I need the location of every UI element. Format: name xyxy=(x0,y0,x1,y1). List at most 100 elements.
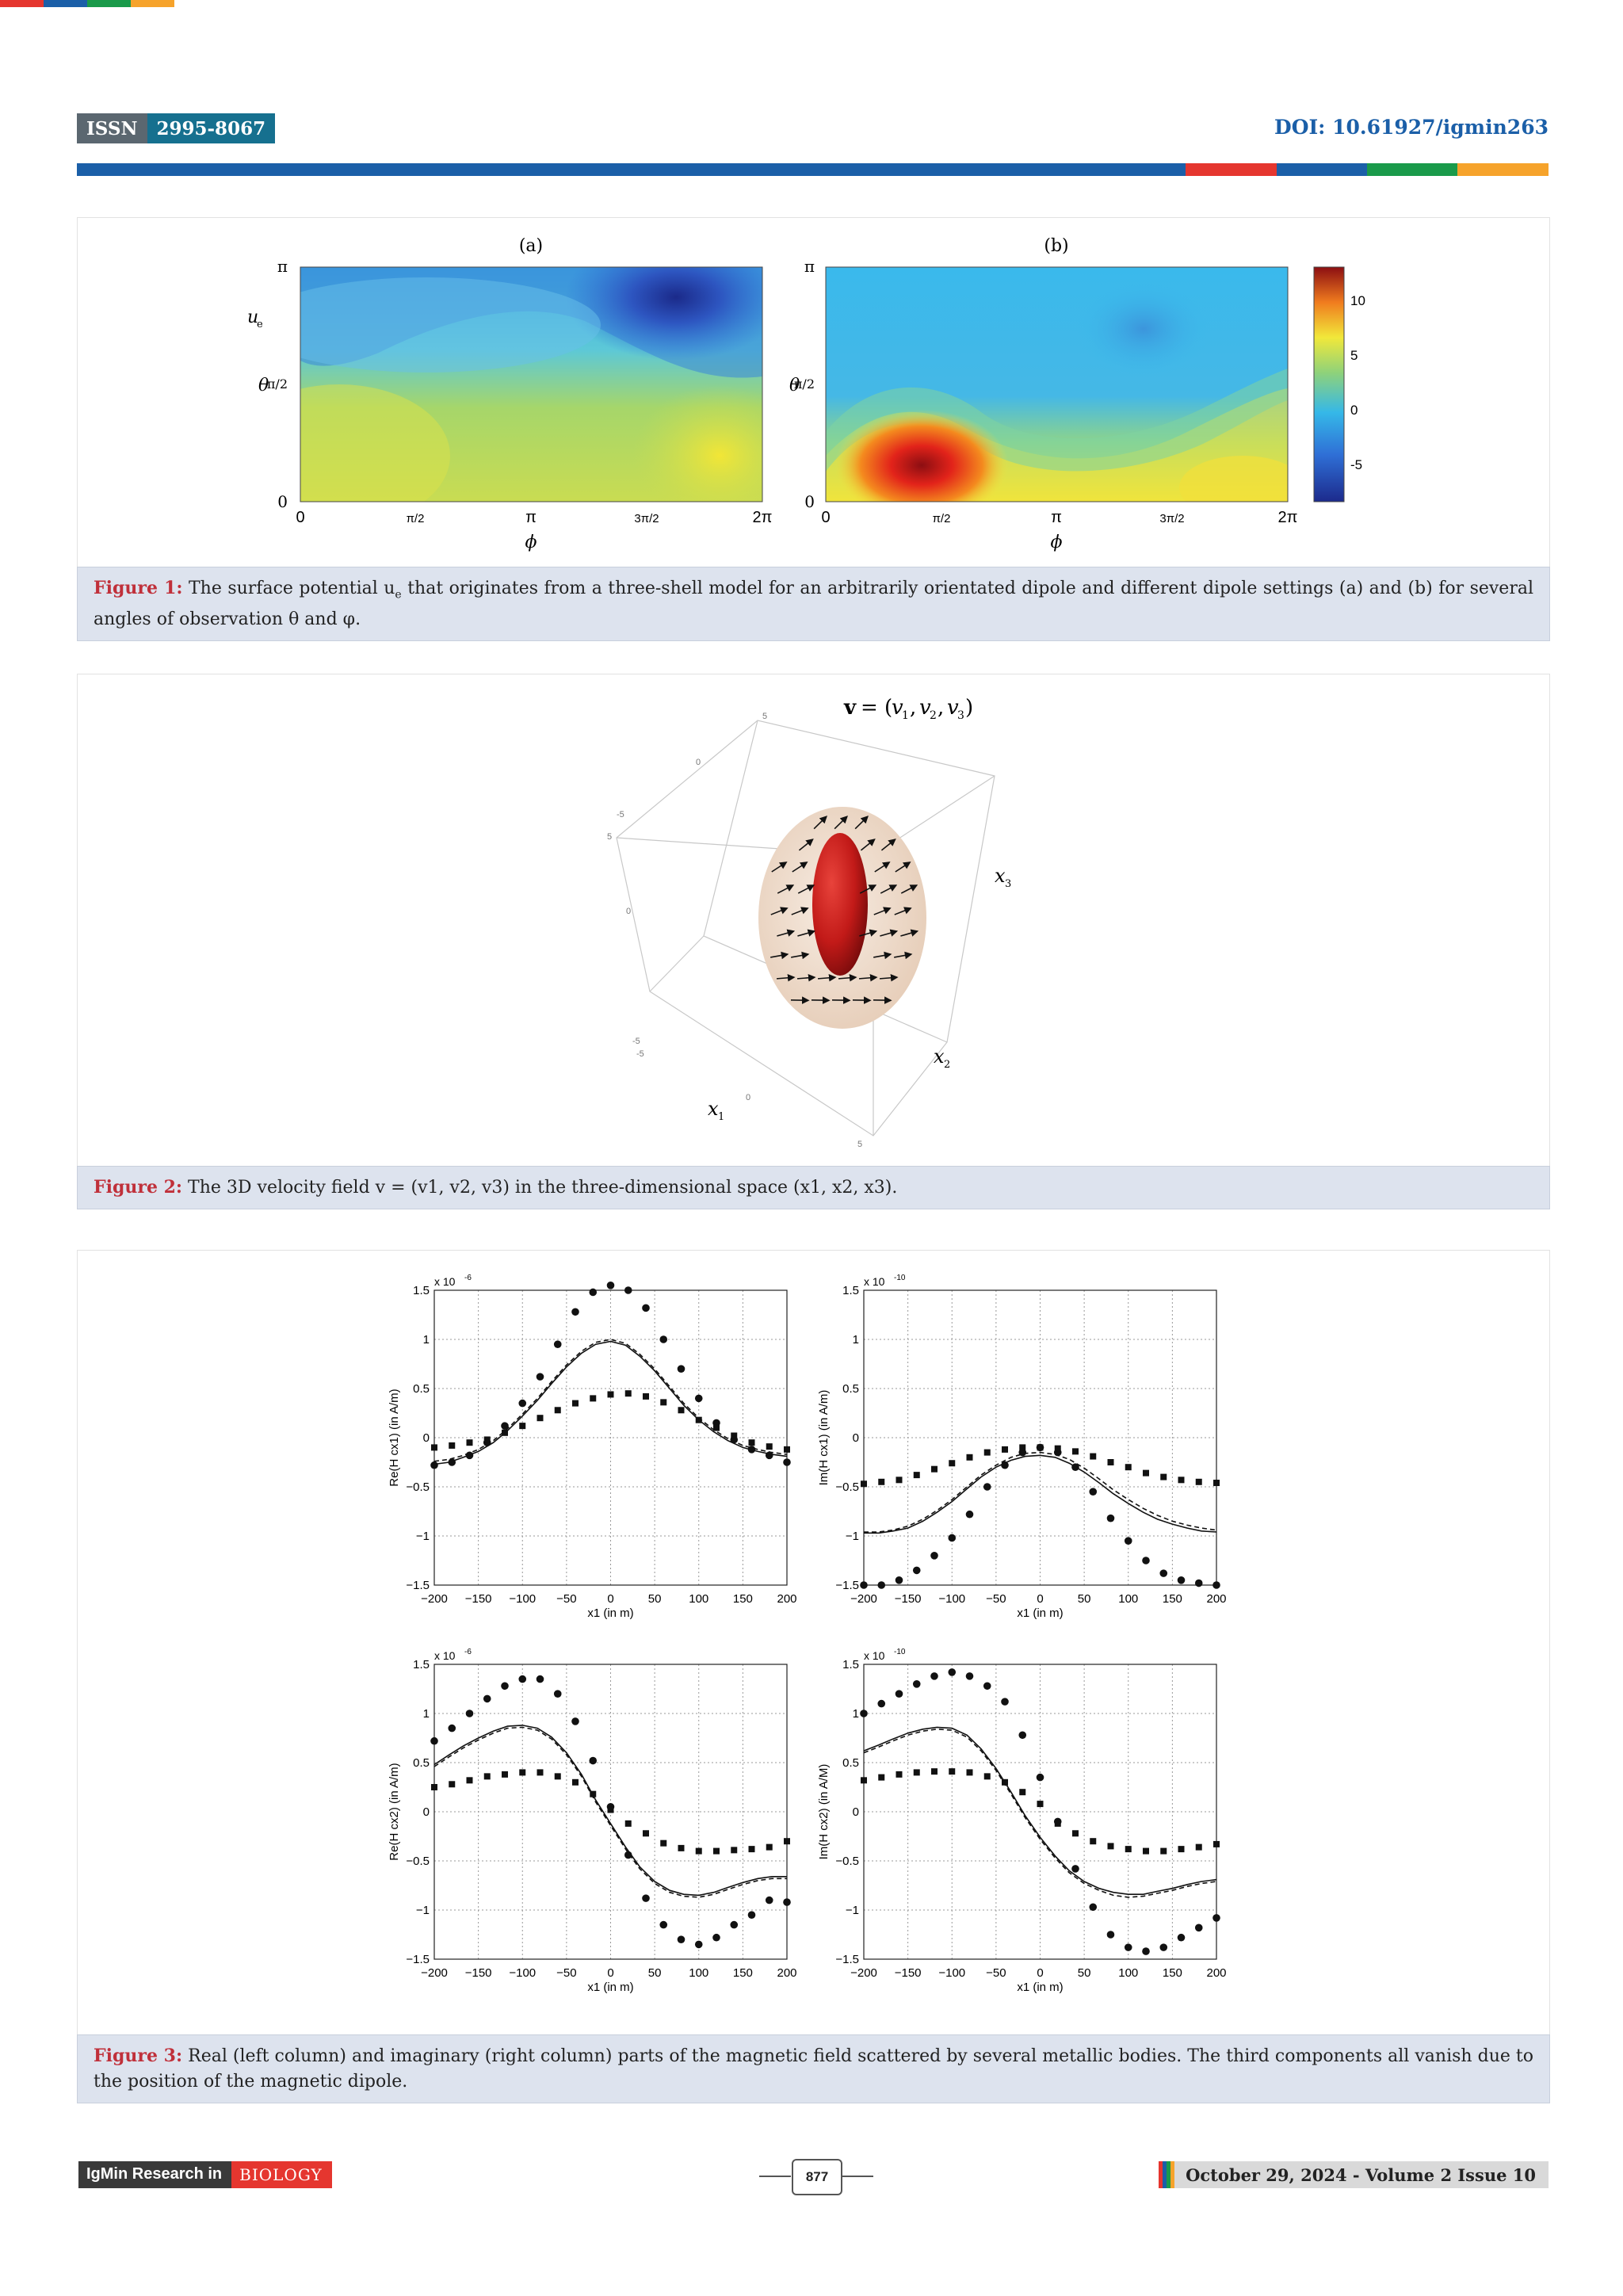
data-point-circle xyxy=(1001,1698,1009,1706)
data-point-square xyxy=(1002,1778,1008,1786)
data-point-circle xyxy=(694,1940,703,1949)
footer-date-text: October 29, 2024 - Volume 2 Issue 10 xyxy=(1186,2164,1536,2185)
data-point-square xyxy=(1037,1444,1044,1451)
fig3-chart-2: −200 −150 −100 −50 0 50 100 150 200 1.5 1 0.5 0 −0.5 −… xyxy=(817,1274,1227,1620)
fig1-b-xtick-1: π/2 xyxy=(933,512,951,525)
velocity-arrow-14 xyxy=(900,884,918,894)
data-point-square xyxy=(784,1838,790,1845)
data-point-square xyxy=(643,1830,649,1837)
y-tick-label: −1.5 xyxy=(835,1579,859,1592)
velocity-arrow-31 xyxy=(838,973,857,982)
y-tick-label: 0.5 xyxy=(842,1382,859,1396)
data-point-square xyxy=(1143,1469,1149,1477)
data-point-square xyxy=(1072,1448,1079,1455)
velocity-arrow-9 xyxy=(895,861,911,873)
data-point-square xyxy=(896,1477,903,1484)
x-tick-label: 200 xyxy=(777,1966,796,1980)
data-point-square xyxy=(431,1444,437,1451)
data-point-circle xyxy=(448,1458,456,1466)
data-point-square xyxy=(1213,1480,1220,1487)
y-tick-label: 1.5 xyxy=(842,1284,859,1297)
x-tick-label: 50 xyxy=(1078,1966,1091,1980)
data-point-circle xyxy=(1142,1947,1150,1955)
data-point-circle xyxy=(589,1756,598,1765)
fig2-axis-x3: x xyxy=(995,865,1006,887)
y-tick-label: 0 xyxy=(423,1431,430,1445)
data-point-square xyxy=(766,1443,773,1450)
fig2-title-v: v xyxy=(843,696,857,720)
data-point-square xyxy=(466,1439,473,1446)
data-point-square xyxy=(483,1436,491,1443)
x-tick-label: −50 xyxy=(986,1966,1006,1980)
data-point-square xyxy=(731,1432,738,1439)
data-point-circle xyxy=(1212,1581,1220,1589)
figure-2-caption: Figure 2: The 3D velocity field v = (v1,… xyxy=(77,1166,1550,1209)
data-point-square xyxy=(519,1423,526,1430)
velocity-arrow-8 xyxy=(874,861,891,873)
plot-frame xyxy=(863,1664,1217,1960)
x-tick-label: 0 xyxy=(607,1966,613,1980)
y-tick-label: −1.5 xyxy=(406,1579,430,1592)
fig1-a-xlabel: ϕ xyxy=(525,533,537,552)
y-tick-label: −1 xyxy=(846,1530,859,1543)
data-point-square xyxy=(949,1768,956,1775)
panel-a-title: (a) xyxy=(519,236,543,256)
data-point-square xyxy=(483,1773,491,1780)
fig1-a-xtick-1: π/2 xyxy=(407,512,425,525)
y-tick-label: −0.5 xyxy=(835,1480,859,1494)
data-point-square xyxy=(766,1843,773,1851)
data-point-square xyxy=(554,1407,561,1414)
data-point-square xyxy=(643,1392,649,1400)
data-point-square xyxy=(1213,1840,1220,1847)
velocity-arrow-2 xyxy=(854,816,869,830)
data-point-circle xyxy=(624,1286,632,1294)
data-point-circle xyxy=(877,1581,886,1589)
figure-2-graphic: v = ( v 1 , v 2 , v 3 ) 5 0 -5 5 0 -5 xyxy=(607,696,1011,1149)
x-tick-label: 0 xyxy=(1037,1966,1043,1980)
svg-text:-5: -5 xyxy=(632,1037,640,1046)
doi-link[interactable]: DOI: 10.61927/igmin263 xyxy=(1274,116,1549,139)
data-point-square xyxy=(878,1478,885,1485)
data-point-square xyxy=(1002,1446,1008,1453)
data-point-circle xyxy=(747,1911,756,1919)
data-point-circle xyxy=(571,1717,579,1725)
figure-1-caption-text: The surface potential u xyxy=(189,579,395,598)
fig1-a-xtick-2: π xyxy=(525,509,537,526)
data-point-circle xyxy=(589,1288,598,1297)
figure-1-caption-sub: e xyxy=(395,588,402,602)
data-point-circle xyxy=(1018,1731,1027,1740)
data-point-circle xyxy=(1124,1537,1132,1545)
data-point-circle xyxy=(501,1682,509,1690)
data-point-circle xyxy=(1089,1488,1098,1496)
data-point-circle xyxy=(1159,1943,1168,1951)
fig1-b-xlabel: ϕ xyxy=(1051,533,1063,552)
x-tick-label: 150 xyxy=(733,1966,753,1980)
x-axis-label: x1 (in m) xyxy=(587,1981,633,1994)
fig1-u-label: u xyxy=(247,308,258,327)
data-point-square xyxy=(466,1777,473,1784)
velocity-arrow-3 xyxy=(798,839,814,851)
data-point-square xyxy=(1090,1838,1097,1845)
fig3-chart-3: −200 −150 −100 −50 0 50 100 150 200 1.5 1 0.5 0 −0.5 −… xyxy=(388,1648,797,1994)
data-point-square xyxy=(966,1454,973,1461)
svg-text:5: 5 xyxy=(762,712,767,721)
series-line-dashed xyxy=(864,1451,1217,1533)
data-point-square xyxy=(660,1399,667,1406)
page-line-right xyxy=(842,2176,873,2177)
data-point-square xyxy=(913,1472,920,1479)
data-point-square xyxy=(1054,1820,1061,1827)
data-point-circle xyxy=(642,1894,650,1902)
figure-1-caption-rest: that originates from a three-shell model… xyxy=(94,579,1533,630)
velocity-arrow-27 xyxy=(894,951,913,960)
data-point-square xyxy=(896,1771,903,1778)
figure-2-panel: v = ( v 1 , v 2 , v 3 ) 5 0 -5 5 0 -5 xyxy=(77,674,1550,1168)
data-point-square xyxy=(624,1390,632,1397)
heatmap-a xyxy=(300,267,762,502)
velocity-arrow-4 xyxy=(860,839,876,851)
fig2-title-s3: 3 xyxy=(957,709,964,722)
figure-3-caption: Figure 3: Real (left column) and imagina… xyxy=(77,2034,1550,2103)
velocity-arrow-23 xyxy=(900,929,919,937)
scale-exponent: -6 xyxy=(464,1648,472,1656)
data-point-square xyxy=(1160,1473,1167,1480)
x-tick-label: 50 xyxy=(1078,1592,1091,1606)
